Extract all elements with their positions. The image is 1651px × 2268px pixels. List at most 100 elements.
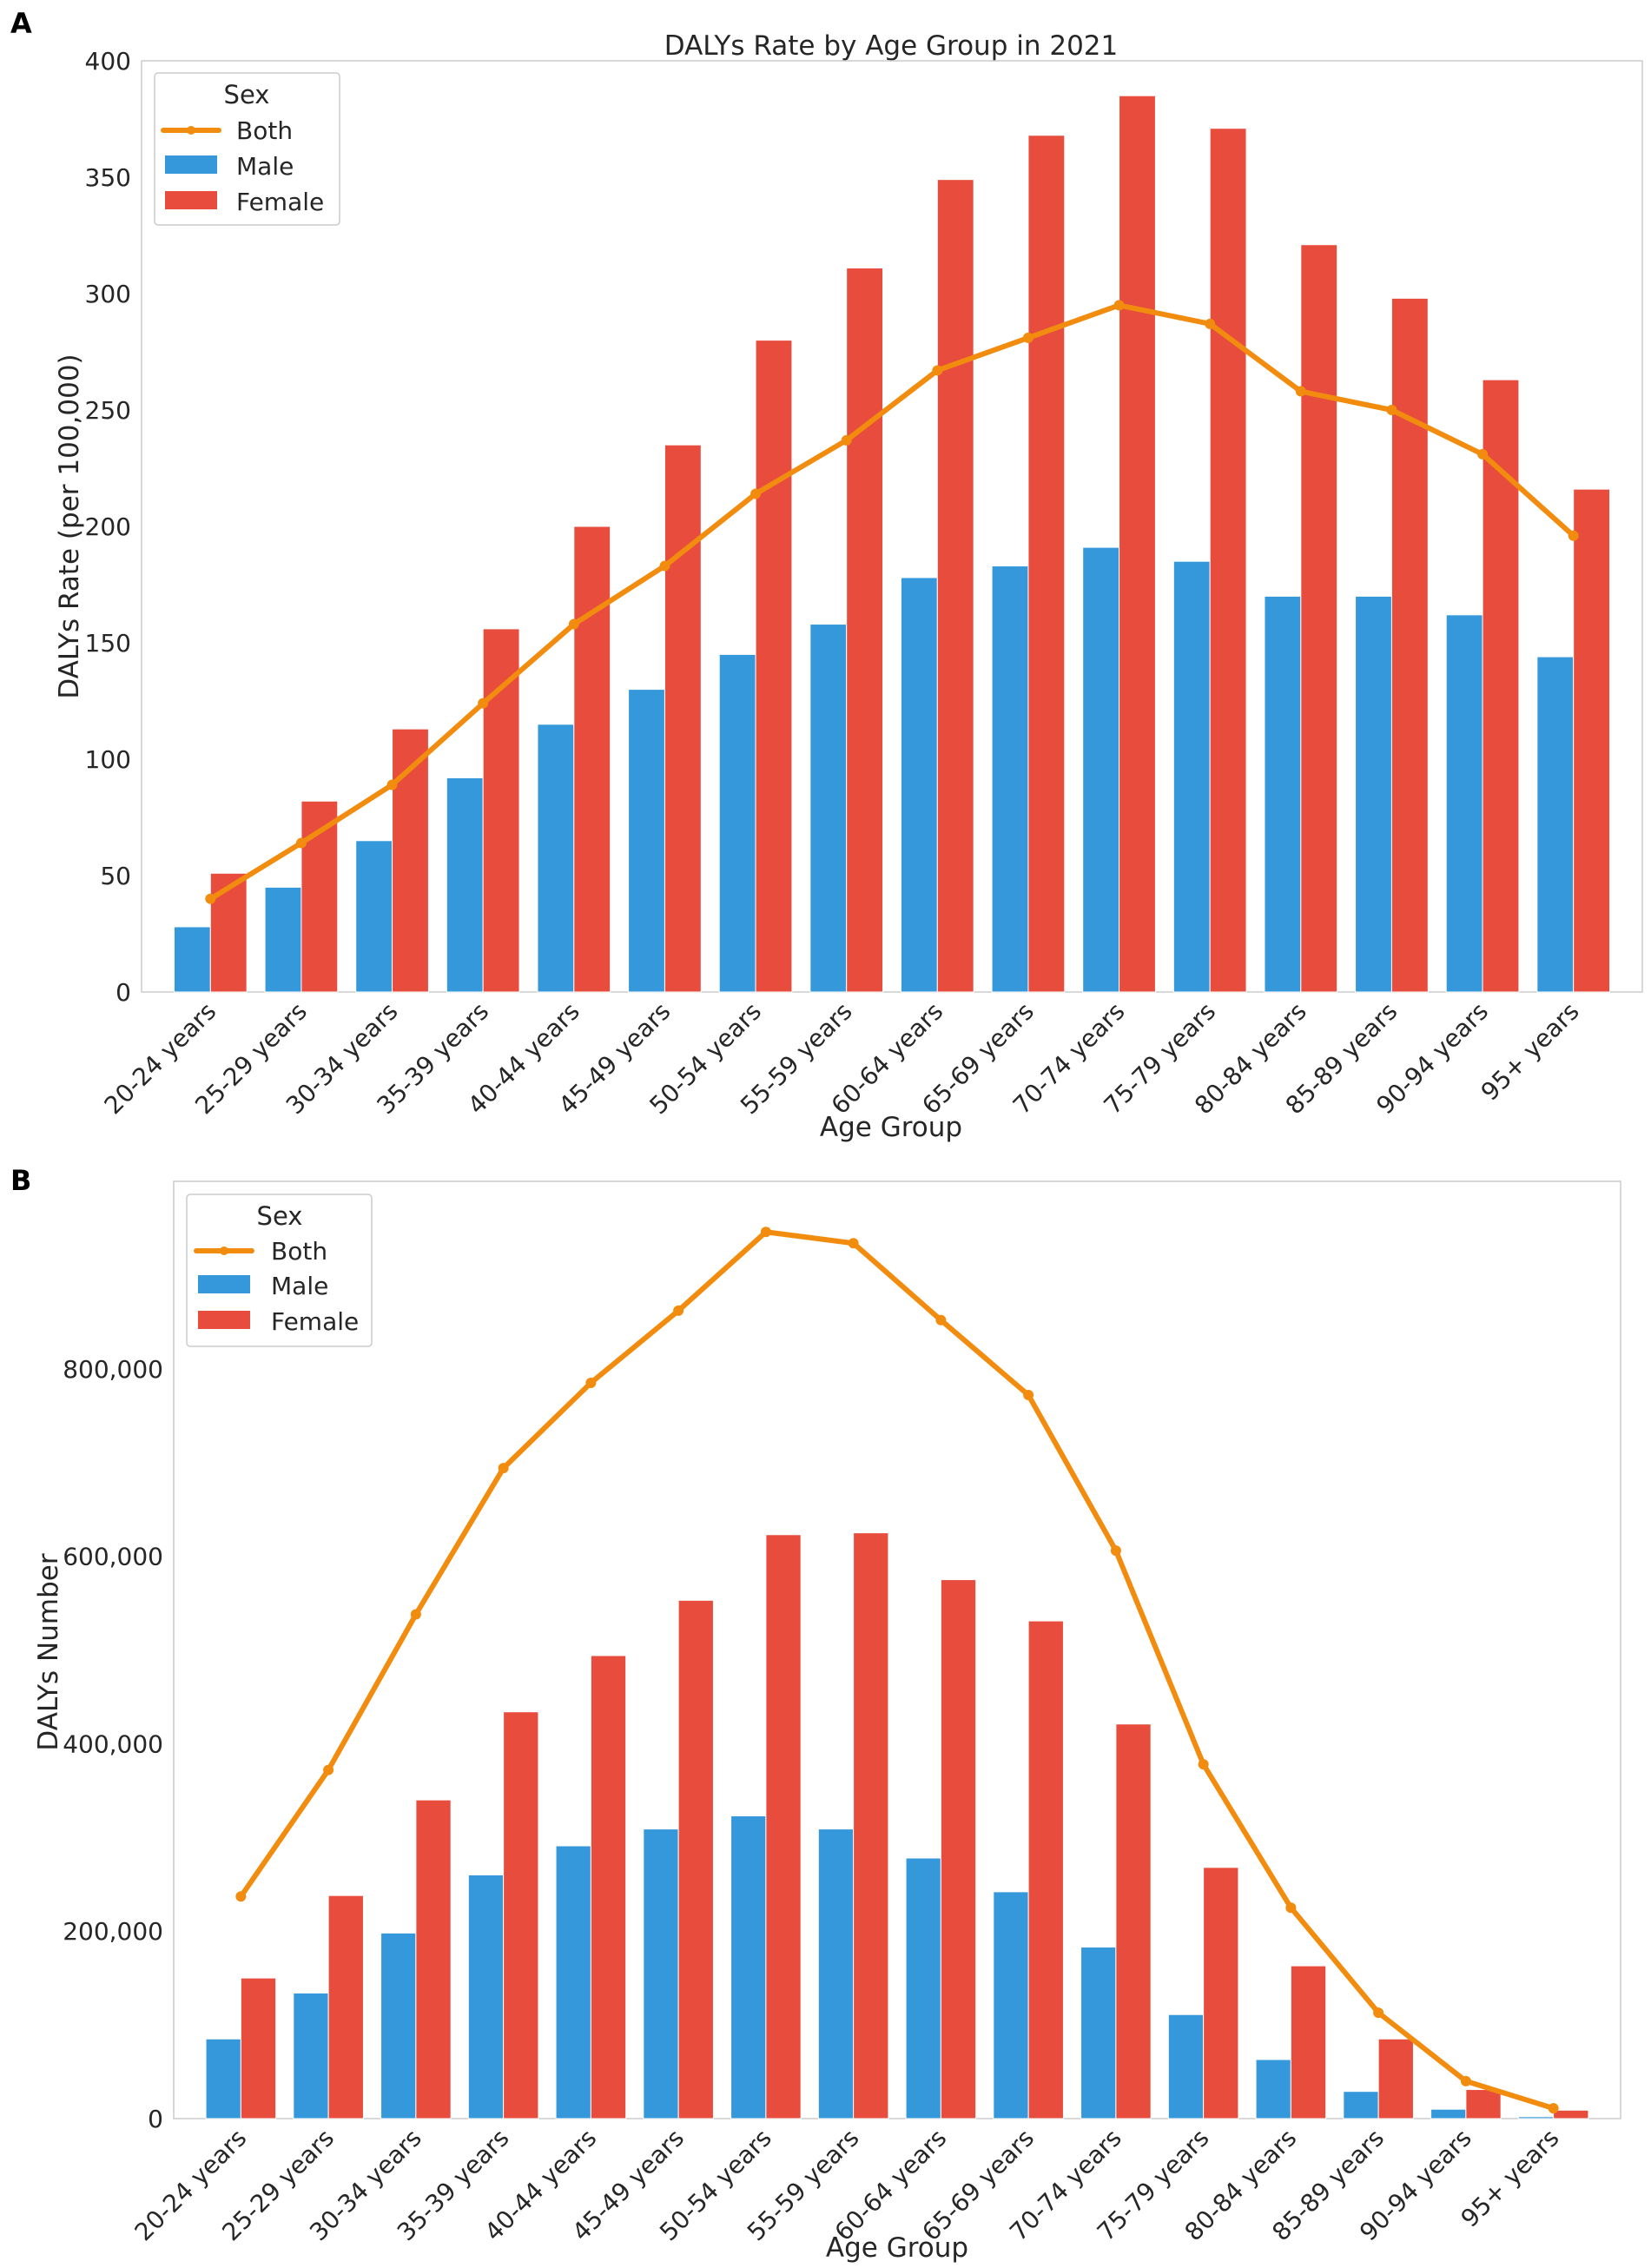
panel-a-both-marker: [205, 893, 216, 904]
panel-a-male-bar: [355, 840, 393, 993]
panel-b-both-marker: [1373, 2007, 1384, 2019]
panel-a-y-tick-label: 400: [85, 47, 131, 76]
panel-b-both-line-group: [235, 1227, 1559, 2114]
panel-a-legend-both-label: Both: [236, 116, 293, 145]
panel-b-legend-both-marker: [220, 1246, 228, 1255]
panel-b-female-bar: [503, 1711, 539, 2119]
panel-a-female-bar: [482, 628, 520, 993]
panel-a-plot-frame: [141, 60, 1643, 993]
panel-b-male-bar: [1517, 2116, 1555, 2119]
panel-b-female-bar: [1377, 2038, 1414, 2119]
panel-a-male-bar: [1264, 595, 1302, 993]
panel-a-male-bar: [173, 926, 211, 993]
panel-b-legend-male-swatch: [198, 1275, 250, 1293]
panel-b-male-bar: [1430, 2108, 1467, 2119]
panel-b-both-marker: [585, 1377, 597, 1388]
panel-a-female-bar: [936, 179, 974, 993]
panel-a-y-tick-label: 350: [85, 163, 131, 192]
panel-b-legend-box: [186, 1194, 373, 1347]
panel-a-female-bar: [209, 872, 248, 993]
panel-a-both-marker: [1295, 386, 1306, 397]
panel-b-both-marker: [673, 1305, 684, 1316]
panel-a-y-tick-label: 200: [85, 512, 131, 541]
panel-b-legend-both-label: Both: [271, 1237, 327, 1266]
panel-b-male-bar: [467, 1874, 505, 2119]
panel-b-male-bar: [905, 1857, 941, 2119]
panel-b-y-tick-label: 200,000: [63, 1917, 163, 1946]
panel-b-male-bar: [730, 1815, 767, 2119]
panel-a-female-bar: [392, 728, 429, 993]
panel-a-male-bar: [264, 886, 302, 993]
panel-a-male-bar: [1355, 595, 1392, 993]
panel-a-both-marker: [841, 434, 852, 446]
panel-a-both-line: [208, 302, 1576, 902]
panel-b-y-ticks: 0 200,000 400,000 600,000 800,000: [63, 1355, 163, 2133]
panel-b-male-bar: [205, 2038, 241, 2119]
panel-b-y-tick-label: 400,000: [63, 1729, 163, 1758]
panel-b-male-bar: [1167, 2013, 1205, 2119]
panel-a-male-bar: [1536, 656, 1575, 993]
panel-a-legend-female-label: Female: [236, 188, 324, 216]
panel-b-both-marker: [498, 1463, 509, 1474]
panel-a-male-bar: [628, 689, 665, 993]
panel-a-both-marker: [1568, 530, 1579, 541]
panel-b-female-bar: [677, 1599, 714, 2119]
panel-a-female-bar: [846, 268, 884, 993]
panel-b-female-bar: [1465, 2089, 1502, 2119]
panel-b-both-marker: [1285, 1902, 1297, 1914]
panel-a-both-marker: [568, 618, 579, 630]
panel-a-female-bar: [755, 340, 793, 993]
panel-a-y-tick-label: 250: [85, 396, 131, 425]
panel-b-male-bar: [1080, 1947, 1117, 2119]
panel-b-letter: B: [10, 1164, 31, 1197]
panel-a-y-tick-label: 50: [100, 862, 131, 890]
panel-b-bars: [205, 1532, 1589, 2119]
panel-a-legend-female-swatch: [165, 191, 217, 209]
panel-a-male-bar: [537, 724, 575, 993]
panel-a-male-bar: [1172, 560, 1211, 993]
panel-b-legend-female-swatch: [198, 1311, 250, 1329]
panel-b-male-bar: [293, 1992, 329, 2119]
panel-b-legend-title: Sex: [257, 1201, 303, 1231]
panel-a-legend-title: Sex: [224, 80, 270, 109]
panel-b-female-bar: [1290, 1965, 1327, 2119]
panel-b-male-bar: [380, 1932, 417, 2119]
panel-a-y-ticks: 0 50 100 150 200 250 300 350 400: [85, 47, 131, 1007]
panel-b-y-tick-label: 600,000: [63, 1543, 163, 1571]
panel-b-female-bar: [1027, 1620, 1064, 2119]
panel-a-female-bar: [1027, 135, 1066, 993]
panel-b-both-marker: [760, 1227, 771, 1238]
panel-a-y-tick-label: 0: [116, 978, 131, 1007]
panel-b-female-bar: [1203, 1867, 1239, 2119]
panel-a-legend-both-marker: [187, 126, 195, 135]
panel-b-female-bar: [765, 1534, 802, 2119]
panel-a-female-bar: [1573, 488, 1611, 993]
panel-b-male-bar: [817, 1828, 855, 2119]
panel-a-female-bar: [1209, 128, 1247, 993]
panel-a-legend-male-label: Male: [236, 152, 294, 181]
panel-b-both-marker: [848, 1238, 859, 1249]
panel-b-x-axis-label: Age Group: [826, 2232, 968, 2264]
panel-b-female-bar: [1553, 2109, 1589, 2119]
panel-b-male-bar: [993, 1891, 1029, 2119]
panel-a-female-bar: [1482, 379, 1520, 993]
panel-a-male-bar: [900, 577, 938, 993]
panel-a-male-bar: [1082, 546, 1120, 993]
panel-a-x-axis-label: Age Group: [820, 1112, 962, 1143]
panel-a-both-marker: [659, 560, 670, 572]
panel-a-both-marker: [750, 488, 762, 499]
panel-a-y-tick-label: 150: [85, 629, 131, 658]
panel-a-y-tick-label: 300: [85, 280, 131, 308]
panel-b-female-bar: [940, 1579, 977, 2119]
panel-a-female-bar: [573, 526, 611, 993]
panel-b-female-bar: [415, 1799, 452, 2119]
panel-b-y-tick-label: 800,000: [63, 1355, 163, 1384]
panel-b-female-bar: [327, 1894, 364, 2119]
panel-a-both-marker: [1477, 448, 1489, 460]
panel-b-female-bar: [1115, 1723, 1152, 2119]
panel-a-female-bar: [664, 444, 702, 993]
panel-b-male-bar: [1255, 2059, 1291, 2119]
panel-b-female-bar: [590, 1655, 627, 2119]
panel-a-female-bar: [1390, 297, 1429, 993]
